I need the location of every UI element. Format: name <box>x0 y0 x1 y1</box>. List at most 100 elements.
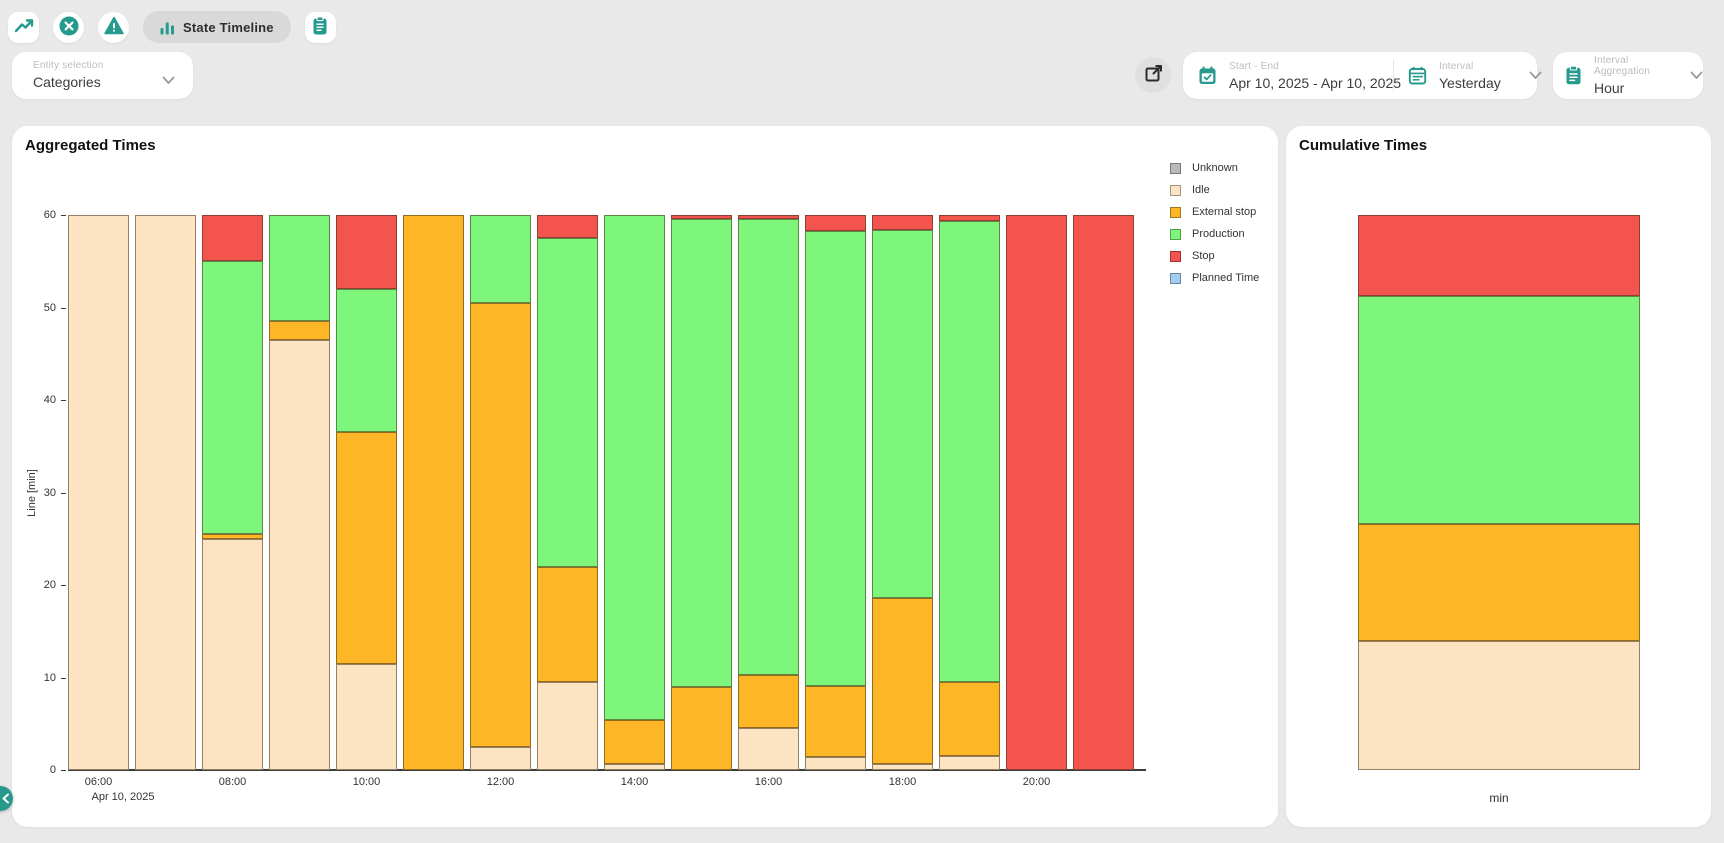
legend-item-stop[interactable]: Stop <box>1170 245 1270 267</box>
bar-segment-idle[interactable] <box>135 215 196 770</box>
bar-segment-external-stop[interactable] <box>872 597 933 765</box>
bar-segment-stop[interactable] <box>671 215 732 219</box>
cumulative-stacked-bar[interactable] <box>1358 215 1640 770</box>
x-tick-label: 08:00 <box>218 776 247 788</box>
bar-segment-production[interactable] <box>604 215 665 721</box>
bar-segment-production[interactable] <box>671 218 732 687</box>
bar-segment-idle[interactable] <box>537 682 598 770</box>
bar-segment-production[interactable] <box>939 221 1000 683</box>
legend-item-planned-time[interactable]: Planned Time <box>1170 267 1270 289</box>
trend-view-button[interactable] <box>8 11 39 43</box>
legend-item-idle[interactable]: Idle <box>1170 179 1270 201</box>
tab-state-timeline[interactable]: State Timeline <box>143 11 291 43</box>
x-tick-label: 18:00 <box>888 776 917 788</box>
y-tick-mark <box>61 585 66 586</box>
y-tick-mark <box>61 215 66 216</box>
legend-label: Unknown <box>1192 162 1238 174</box>
bar-segment-idle[interactable] <box>738 728 799 770</box>
bar-segment-production[interactable] <box>872 229 933 598</box>
bar-segment-production[interactable] <box>537 238 598 567</box>
stacked-bar-2000[interactable] <box>1006 215 1067 770</box>
interval-dropdown[interactable]: Interval Yesterday <box>1407 52 1542 99</box>
stacked-bar-0600[interactable] <box>68 215 129 770</box>
bar-segment-idle[interactable] <box>939 756 1000 770</box>
legend-label: Production <box>1192 228 1245 240</box>
stacked-bar-0700[interactable] <box>135 215 196 770</box>
x-tick-label: 12:00 <box>486 776 515 788</box>
bar-segment-stop[interactable] <box>202 215 263 262</box>
bar-segment-external-stop[interactable] <box>202 534 263 539</box>
legend-item-production[interactable]: Production <box>1170 223 1270 245</box>
cumulative-segment-external-stop[interactable] <box>1358 524 1640 641</box>
bar-segment-external-stop[interactable] <box>671 686 732 770</box>
y-tick-label: 30 <box>43 486 56 499</box>
stacked-bar-1600[interactable] <box>738 215 799 770</box>
stacked-bar-0900[interactable] <box>269 215 330 770</box>
bar-segment-stop[interactable] <box>738 215 799 219</box>
bar-segment-production[interactable] <box>805 230 866 686</box>
bar-segment-stop[interactable] <box>336 215 397 289</box>
entity-selection-label: Entity selection <box>33 60 104 71</box>
bar-segment-idle[interactable] <box>872 764 933 770</box>
stacked-bar-1700[interactable] <box>805 215 866 770</box>
aggregated-times-panel: Aggregated Times Unknown Idle External sto… <box>12 126 1278 827</box>
bar-segment-external-stop[interactable] <box>805 685 866 758</box>
bar-segment-external-stop[interactable] <box>336 432 397 664</box>
y-tick-mark <box>61 400 66 401</box>
bar-segment-stop[interactable] <box>939 215 1000 222</box>
bar-segment-stop[interactable] <box>537 215 598 239</box>
stop-events-view-button[interactable] <box>53 11 84 43</box>
y-tick-mark <box>61 770 66 771</box>
stacked-bar-1300[interactable] <box>537 215 598 770</box>
bar-segment-production[interactable] <box>202 261 263 535</box>
bar-segment-external-stop[interactable] <box>738 674 799 729</box>
idle-swatch <box>1170 184 1181 196</box>
bar-segment-idle[interactable] <box>470 746 531 770</box>
interval-aggregation-dropdown[interactable]: Interval Aggregation Hour <box>1563 52 1703 99</box>
bar-segment-stop[interactable] <box>1006 215 1067 770</box>
stacked-bar-0800[interactable] <box>202 215 263 770</box>
stacked-bar-1200[interactable] <box>470 215 531 770</box>
legend-item-external-stop[interactable]: External stop <box>1170 201 1270 223</box>
bar-segment-external-stop[interactable] <box>403 215 464 770</box>
stacked-bar-1400[interactable] <box>604 215 665 770</box>
bar-segment-external-stop[interactable] <box>269 321 330 340</box>
bar-segment-production[interactable] <box>336 289 397 433</box>
bar-segment-idle[interactable] <box>336 663 397 770</box>
cumulative-segment-production[interactable] <box>1358 296 1640 525</box>
bar-segment-idle[interactable] <box>269 339 330 770</box>
collapse-panel-button[interactable] <box>0 786 13 811</box>
bar-segment-external-stop[interactable] <box>470 302 531 747</box>
stacked-bar-1500[interactable] <box>671 215 732 770</box>
bar-segment-stop[interactable] <box>1073 215 1134 770</box>
report-view-button[interactable] <box>304 11 336 43</box>
stacked-bar-1900[interactable] <box>939 215 1000 770</box>
bar-segment-production[interactable] <box>470 215 531 303</box>
bar-segment-external-stop[interactable] <box>939 682 1000 757</box>
start-end-field[interactable]: Start - End Apr 10, 2025 - Apr 10, 2025 <box>1197 52 1401 99</box>
stacked-bar-2100[interactable] <box>1073 215 1134 770</box>
open-external-button[interactable] <box>1135 57 1171 93</box>
cumulative-segment-stop[interactable] <box>1358 215 1640 297</box>
stacked-bar-1800[interactable] <box>872 215 933 770</box>
bar-segment-idle[interactable] <box>604 764 665 770</box>
bar-segment-stop[interactable] <box>872 215 933 230</box>
stacked-bar-1000[interactable] <box>336 215 397 770</box>
bar-segment-production[interactable] <box>269 215 330 322</box>
chevron-down-icon <box>1529 67 1542 85</box>
bar-segment-idle[interactable] <box>68 215 129 770</box>
bar-segment-external-stop[interactable] <box>604 720 665 765</box>
bar-segment-idle[interactable] <box>202 538 263 770</box>
bar-segment-stop[interactable] <box>805 215 866 231</box>
y-tick-mark <box>61 677 66 679</box>
entity-selection-dropdown[interactable]: Entity selection Categories <box>12 52 193 99</box>
x-axis-line <box>68 769 1146 771</box>
bar-segment-production[interactable] <box>738 218 799 675</box>
legend-item-unknown[interactable]: Unknown <box>1170 157 1270 179</box>
warnings-view-button[interactable] <box>98 11 129 43</box>
cumulative-segment-idle[interactable] <box>1358 640 1640 770</box>
bar-segment-external-stop[interactable] <box>537 566 598 683</box>
bar-segment-idle[interactable] <box>805 757 866 770</box>
y-tick-label: 20 <box>43 579 56 591</box>
stacked-bar-1100[interactable] <box>403 215 464 770</box>
